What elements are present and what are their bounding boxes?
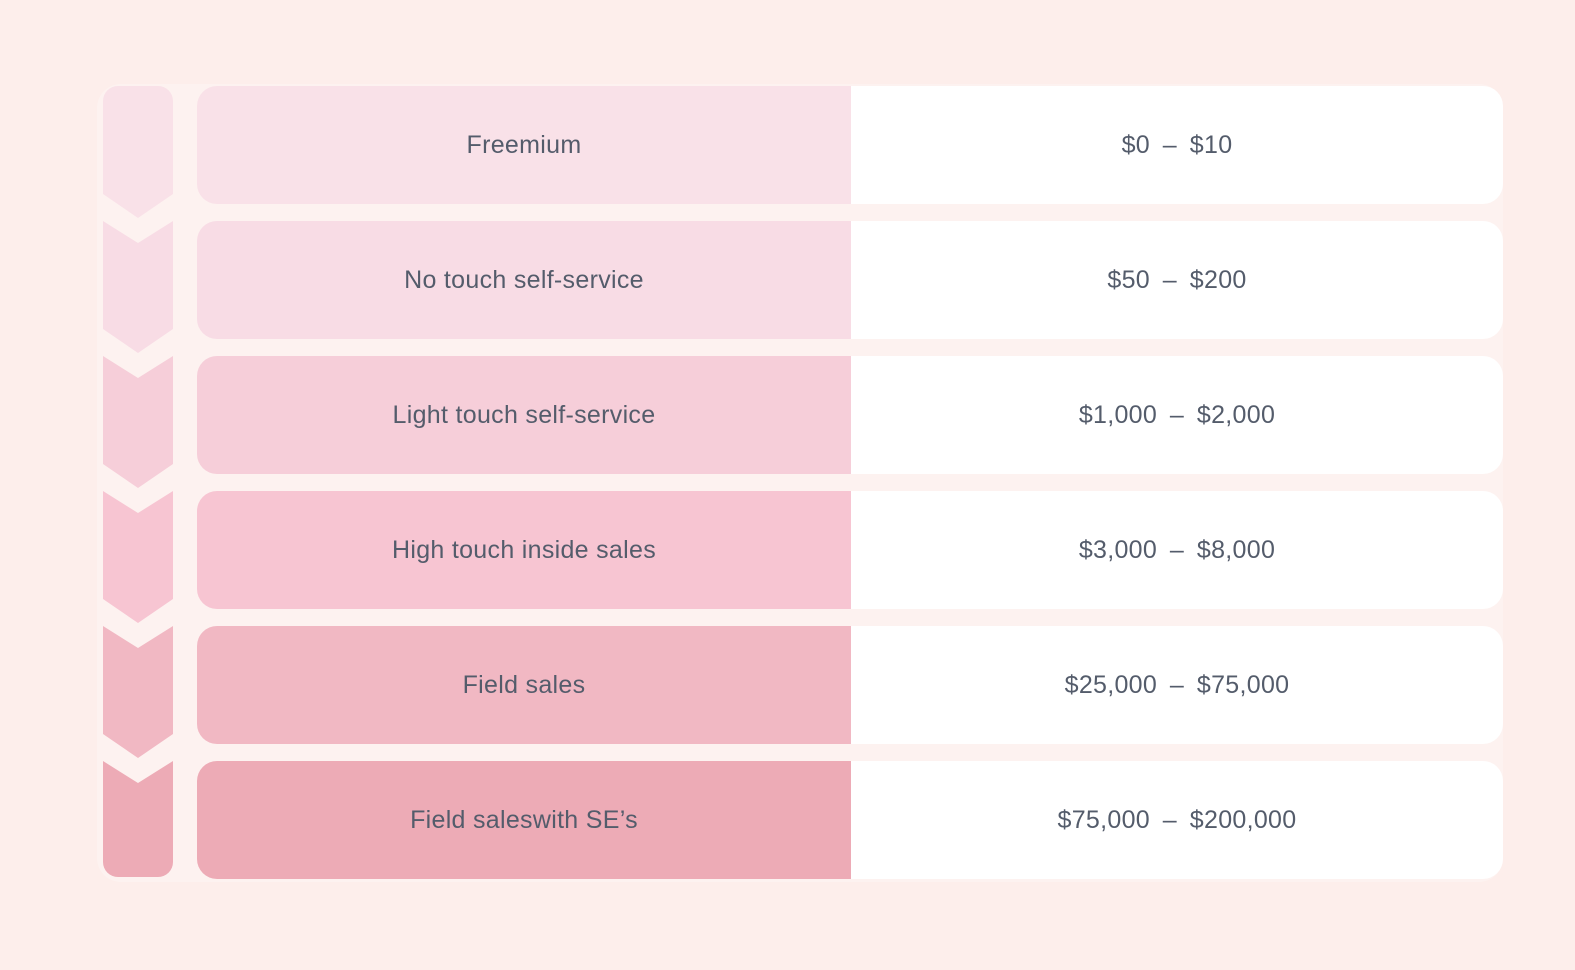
tier-price-cell: $3,000 – $8,000 [851,491,1503,609]
tier-label-cell: Field sales [197,626,851,744]
tier-label-cell: No touch self-service [197,221,851,339]
chevron-down-icon [103,356,173,488]
tier-price-range: $3,000 – $8,000 [1078,535,1276,564]
tier-rows: Freemium $0 – $10 No touch self-service … [197,86,1503,879]
tier-row: Light touch self-service $1,000 – $2,000 [197,356,1503,474]
tier-label: Field sales [462,670,586,699]
chevron-down-icon [103,626,173,758]
tier-price-cell: $25,000 – $75,000 [851,626,1503,744]
tier-row: Freemium $0 – $10 [197,86,1503,204]
tier-label-cell: Freemium [197,86,851,204]
tier-price-cell: $1,000 – $2,000 [851,356,1503,474]
tier-row: Field sales $25,000 – $75,000 [197,626,1503,744]
tier-price-cell: $75,000 – $200,000 [851,761,1503,879]
chevron-down-icon [103,491,173,623]
tier-price-range: $50 – $200 [1107,265,1247,294]
tier-price-range: $0 – $10 [1121,130,1233,159]
chevron-down-icon [103,761,173,877]
tier-price-range: $1,000 – $2,000 [1078,400,1276,429]
diagram-panel: Freemium $0 – $10 No touch self-service … [97,84,1503,882]
tier-label: Field saleswith SE’s [410,805,638,834]
chevron-down-icon [103,86,173,218]
chevron-column [103,84,173,880]
tier-label-cell: Light touch self-service [197,356,851,474]
tier-price-range: $25,000 – $75,000 [1064,670,1290,699]
tier-label-cell: Field saleswith SE’s [197,761,851,879]
tier-label: High touch inside sales [392,535,656,564]
chevron-down-icon [103,221,173,353]
tier-price-range: $75,000 – $200,000 [1057,805,1297,834]
tier-price-cell: $0 – $10 [851,86,1503,204]
tier-price-cell: $50 – $200 [851,221,1503,339]
tier-row: No touch self-service $50 – $200 [197,221,1503,339]
tier-row: High touch inside sales $3,000 – $8,000 [197,491,1503,609]
tier-label: Freemium [466,130,582,159]
tier-label-cell: High touch inside sales [197,491,851,609]
tier-label: No touch self-service [404,265,644,294]
tier-row: Field saleswith SE’s $75,000 – $200,000 [197,761,1503,879]
tier-label: Light touch self-service [392,400,656,429]
